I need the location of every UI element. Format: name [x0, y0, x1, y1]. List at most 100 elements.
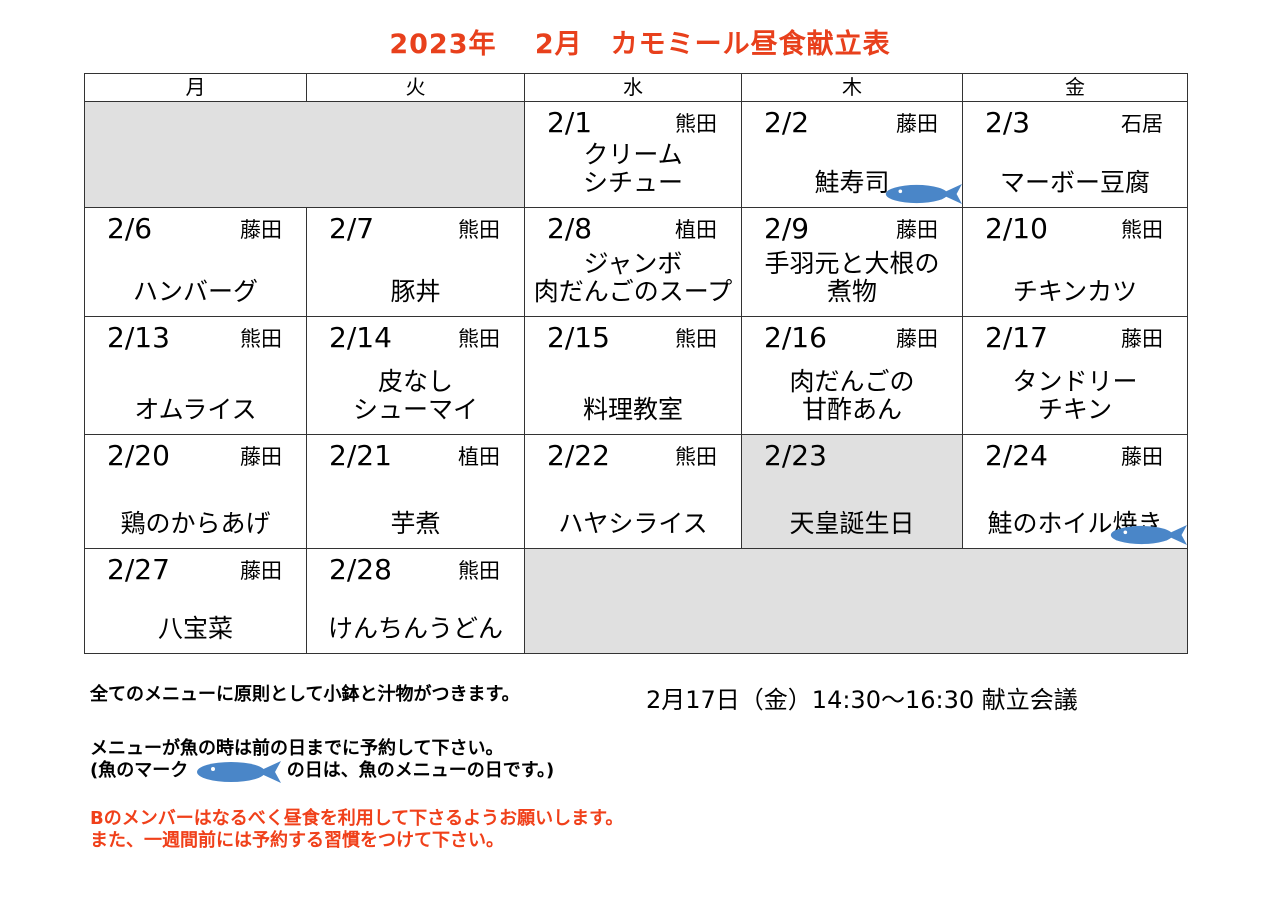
dish-name: マーボー豆腐	[963, 169, 1187, 197]
day-date: 2/8	[547, 212, 593, 245]
day-date: 2/10	[985, 212, 1048, 245]
day-cell: 2/9 藤田手羽元と大根の 煮物	[741, 207, 963, 317]
dish-name: 天皇誕生日	[742, 510, 962, 538]
dish-name: 鮭寿司	[742, 169, 962, 197]
cook-name: 熊田	[675, 112, 717, 136]
day-cell: 2/14 熊田 皮なし シューマイ	[306, 316, 525, 435]
dish-line: 甘酢あん	[801, 395, 902, 424]
dish-line: 鮭寿司	[814, 168, 890, 197]
day-date: 2/14	[329, 321, 392, 354]
day-date: 2/22	[547, 439, 610, 472]
dish-name: 八宝菜	[85, 615, 306, 643]
cook-name: 植田	[675, 218, 717, 242]
day-date: 2/23	[764, 439, 827, 472]
cook-name: 熊田	[1121, 218, 1163, 242]
dish-name: ジャンボ 肉だんごのスープ	[525, 250, 741, 306]
note-fish-mark-b: の日は、魚のメニューの日です。)	[286, 760, 555, 781]
note-members: Bのメンバーはなるべく昼食を利用して下さるようお願いします。	[90, 808, 624, 829]
day-date: 2/3	[985, 106, 1031, 139]
dish-name: 料理教室	[525, 396, 741, 424]
dish-line: 天皇誕生日	[789, 509, 915, 538]
day-cell: 2/2 藤田 鮭寿司	[741, 101, 963, 208]
dish-name: クリーム シチュー	[525, 141, 741, 197]
dish-name: タンドリー チキン	[963, 368, 1187, 424]
note-fish-mark-a: (魚のマーク	[90, 760, 189, 781]
cook-name: 熊田	[675, 327, 717, 351]
day-date: 2/6	[107, 212, 153, 245]
dish-line: 肉だんごの	[789, 367, 915, 396]
day-cell: 2/8 植田ジャンボ 肉だんごのスープ	[524, 207, 742, 317]
day-date: 2/16	[764, 321, 827, 354]
day-date: 2/17	[985, 321, 1048, 354]
weekday-header: 木	[741, 73, 963, 102]
day-cell: 2/1 熊田 クリーム シチュー	[524, 101, 742, 208]
note-fish-reservation: メニューが魚の時は前の日までに予約して下さい。	[90, 738, 504, 759]
day-cell: 2/17 藤田タンドリー チキン	[962, 316, 1188, 435]
day-date: 2/9	[764, 212, 810, 245]
cook-name: 藤田	[1121, 445, 1163, 469]
cook-name: 藤田	[896, 327, 938, 351]
meeting-notice: 2月17日（金）14:30〜16:30 献立会議	[646, 686, 1078, 714]
weekday-header: 水	[524, 73, 742, 102]
dish-name: ハヤシライス	[525, 510, 741, 538]
dish-name: 鶏のからあげ	[85, 510, 306, 538]
dish-name: チキンカツ	[963, 278, 1187, 306]
day-cell: 2/27 藤田八宝菜	[84, 548, 307, 654]
cook-name: 熊田	[458, 327, 500, 351]
day-date: 2/24	[985, 439, 1048, 472]
fish-icon	[884, 183, 962, 205]
day-date: 2/20	[107, 439, 170, 472]
day-cell: 2/16 藤田肉だんごの 甘酢あん	[741, 316, 963, 435]
dish-line: 手羽元と大根の	[764, 249, 940, 278]
weekday-header: 火	[306, 73, 525, 102]
dish-line: 芋煮	[390, 509, 441, 538]
day-cell: 2/15 熊田料理教室	[524, 316, 742, 435]
dish-line: 煮物	[826, 277, 877, 306]
dish-line: 肉だんごのスープ	[533, 277, 733, 306]
day-cell: 2/3 石居マーボー豆腐	[962, 101, 1188, 208]
day-cell: 2/22 熊田ハヤシライス	[524, 434, 742, 549]
blank-cell	[84, 101, 525, 208]
dish-name: 芋煮	[307, 510, 524, 538]
day-cell: 2/20 藤田鶏のからあげ	[84, 434, 307, 549]
dish-line: けんちんうどん	[327, 614, 503, 643]
cook-name: 熊田	[458, 559, 500, 583]
dish-line: 鶏のからあげ	[120, 509, 271, 538]
day-cell: 2/13 熊田 オムライス	[84, 316, 307, 435]
dish-line: シチュー	[582, 168, 683, 197]
day-date: 2/28	[329, 553, 392, 586]
day-date: 2/13	[107, 321, 170, 354]
dish-line: タンドリー	[1012, 367, 1138, 396]
dish-name: 豚丼	[307, 278, 524, 306]
fish-icon	[195, 761, 281, 783]
dish-line: ジャンボ	[583, 249, 683, 278]
weekday-header: 月	[84, 73, 307, 102]
day-cell: 2/10 熊田チキンカツ	[962, 207, 1188, 317]
fish-icon	[1109, 524, 1187, 546]
dish-name: ハンバーグ	[85, 278, 306, 306]
day-date: 2/2	[764, 106, 810, 139]
day-cell: 2/6 藤田 ハンバーグ	[84, 207, 307, 317]
day-cell: 2/24 藤田 鮭のホイル焼き	[962, 434, 1188, 549]
day-date: 2/15	[547, 321, 610, 354]
note-reserve-habit: また、一週間前には予約する習慣をつけて下さい。	[90, 830, 504, 851]
cook-name: 藤田	[1121, 327, 1163, 351]
page-title: 2023年 2月 カモミール昼食献立表	[389, 29, 891, 60]
note-side-dishes: 全てのメニューに原則として小鉢と汁物がつきます。	[90, 684, 520, 705]
day-cell: 2/23 天皇誕生日	[741, 434, 963, 549]
menu-calendar: 月火水木金 2/1 熊田 クリーム シチュー 2/2 藤田 鮭寿司 2/3 石居 マーボー豆腐 2/…	[84, 73, 1188, 654]
cook-name: 石居	[1121, 112, 1163, 136]
dish-line: オムライス	[134, 395, 257, 424]
cook-name: 熊田	[675, 445, 717, 469]
cook-name: 藤田	[896, 218, 938, 242]
day-date: 2/27	[107, 553, 170, 586]
dish-line: 八宝菜	[157, 614, 233, 643]
day-cell: 2/28 熊田けんちんうどん	[306, 548, 525, 654]
dish-line: 皮なし	[377, 367, 453, 396]
dish-line: マーボー豆腐	[999, 168, 1150, 197]
note-fish-mark: (魚のマーク の日は、魚のメニューの日です。)	[90, 760, 555, 783]
cook-name: 藤田	[240, 559, 282, 583]
dish-line: チキン	[1037, 395, 1113, 424]
dish-line: 料理教室	[582, 395, 683, 424]
cook-name: 藤田	[240, 445, 282, 469]
